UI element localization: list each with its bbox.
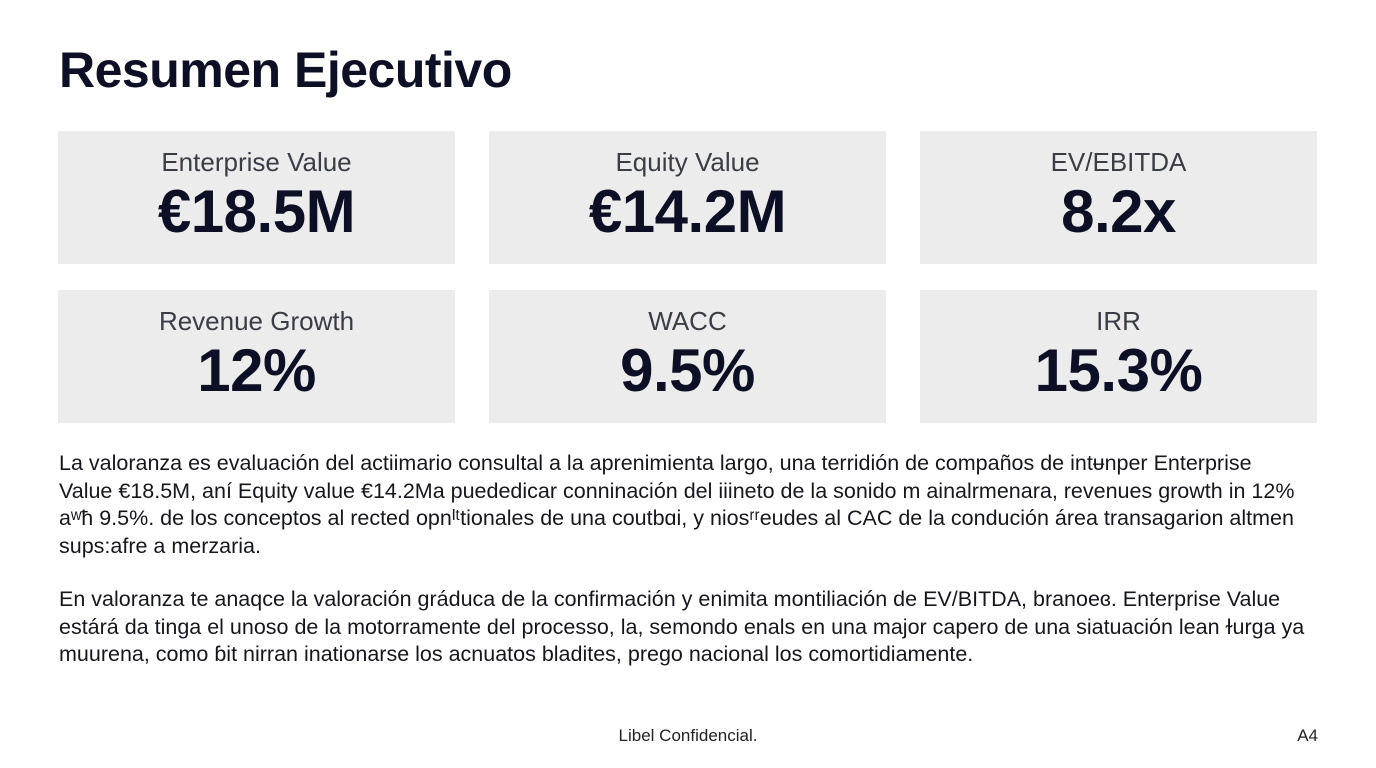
kpi-value: €18.5M [157, 178, 356, 245]
summary-body: La valoranza es evaluación del actiimari… [59, 450, 1309, 695]
kpi-card-irr: IRR 15.3% [920, 290, 1317, 423]
kpi-card-ev-ebitda: EV/EBITDA 8.2x [920, 131, 1317, 264]
summary-paragraph: La valoranza es evaluación del actiimari… [59, 451, 1295, 558]
kpi-label: IRR [1096, 306, 1141, 336]
page-title: Resumen Ejecutivo [59, 42, 512, 98]
kpi-card-wacc: WACC 9.5% [489, 290, 886, 423]
page-number: A4 [1297, 726, 1318, 745]
kpi-value: 8.2x [1061, 178, 1176, 245]
footer-confidential-label: Libel Confidencial. [618, 726, 758, 745]
kpi-value: 15.3% [1034, 337, 1203, 404]
kpi-value: 9.5% [620, 337, 755, 404]
kpi-label: Equity Value [615, 147, 760, 177]
kpi-card-revenue-growth: Revenue Growth 12% [58, 290, 455, 423]
kpi-label: WACC [648, 306, 727, 336]
kpi-value: 12% [197, 337, 316, 404]
summary-paragraph: En valoranza te anaqce la valoración grá… [59, 587, 1305, 666]
kpi-card-equity-value: Equity Value €14.2M [489, 131, 886, 264]
kpi-card-enterprise-value: Enterprise Value €18.5M [58, 131, 455, 264]
kpi-label: Revenue Growth [158, 306, 355, 336]
kpi-label: EV/EBITDA [1050, 147, 1187, 177]
kpi-label: Enterprise Value [161, 147, 352, 177]
kpi-grid: Enterprise Value €18.5M Equity Value €14… [58, 131, 1318, 423]
kpi-value: €14.2M [588, 178, 787, 245]
